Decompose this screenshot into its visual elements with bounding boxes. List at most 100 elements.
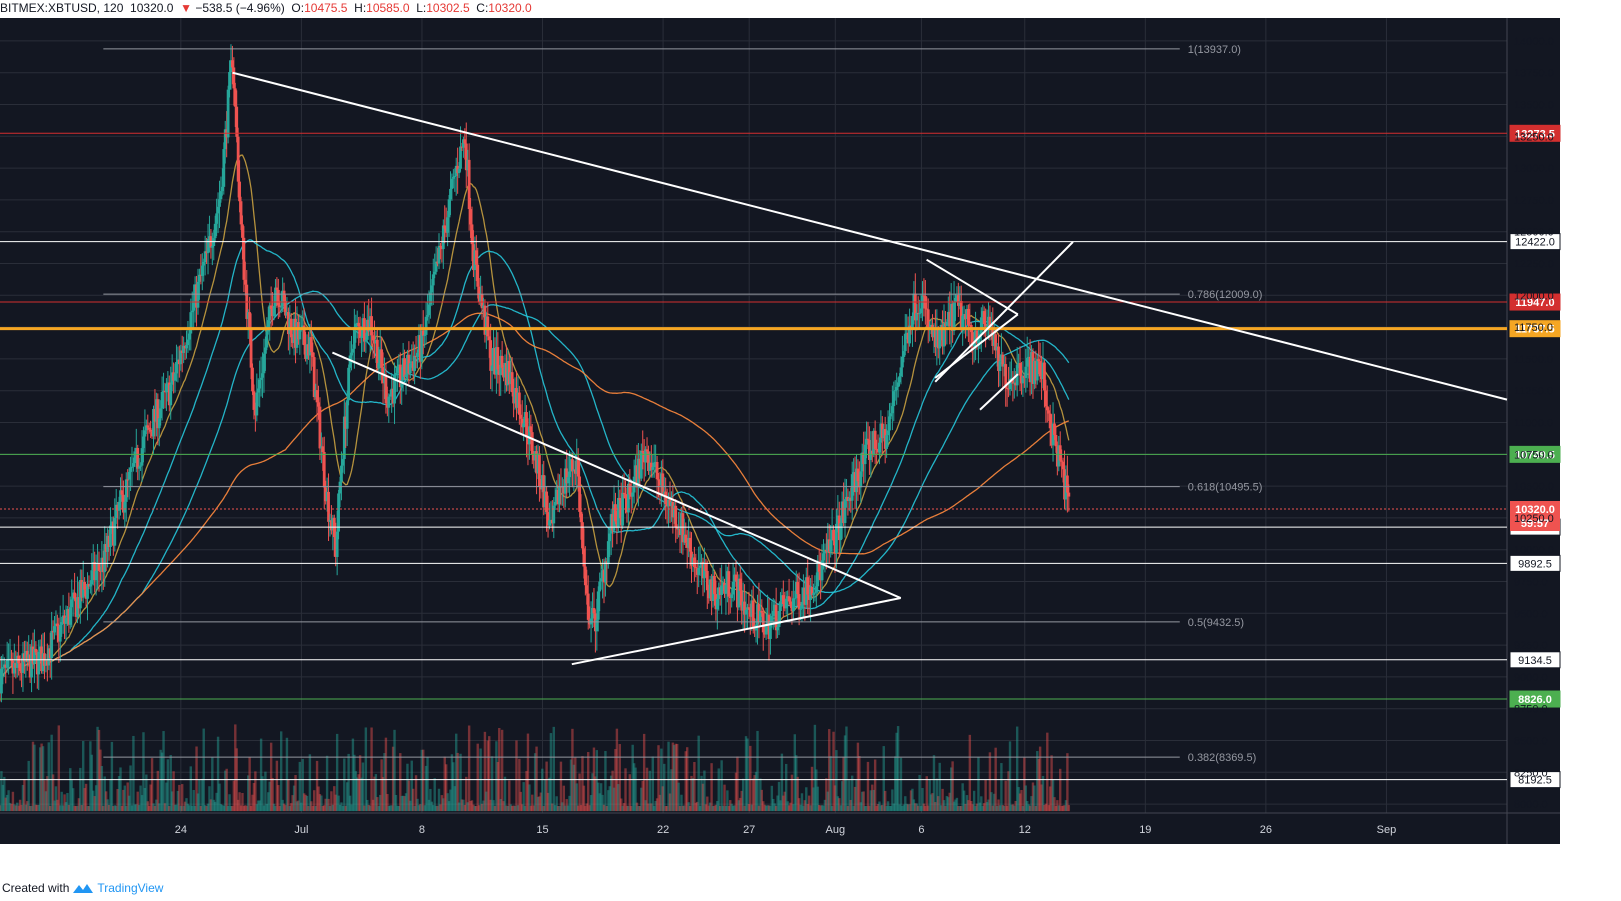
x-tick-label: 15 bbox=[536, 824, 548, 836]
plot-background[interactable] bbox=[0, 18, 1560, 844]
candle-body bbox=[195, 284, 198, 308]
volume-bar bbox=[499, 799, 502, 812]
volume-bar bbox=[249, 806, 253, 812]
candle-body bbox=[20, 671, 23, 673]
volume-bar bbox=[503, 776, 507, 812]
candle-body bbox=[606, 541, 610, 565]
volume-bar bbox=[241, 792, 244, 812]
candle-body bbox=[642, 452, 646, 463]
volume-bar bbox=[69, 768, 72, 812]
volume-bar bbox=[743, 805, 746, 812]
tradingview-link[interactable]: TradingView bbox=[97, 881, 164, 895]
volume-bar bbox=[449, 789, 452, 812]
candle-body bbox=[713, 575, 716, 595]
candle-body bbox=[341, 459, 345, 466]
price-chart[interactable]: 13273.512422.011947.011737.510749.510177… bbox=[0, 18, 1621, 844]
volume-bar bbox=[236, 799, 240, 812]
candle-body bbox=[262, 353, 266, 374]
volume-bar bbox=[984, 779, 987, 812]
volume-bar bbox=[79, 767, 82, 812]
candle-body bbox=[34, 648, 38, 653]
volume-bar bbox=[420, 749, 423, 812]
volume-bar bbox=[473, 806, 477, 812]
candle-body bbox=[982, 311, 986, 324]
candle-body bbox=[1061, 461, 1065, 470]
candle-body bbox=[598, 581, 602, 592]
candle-body bbox=[637, 458, 640, 488]
volume-bar bbox=[1023, 757, 1026, 812]
price-axis[interactable] bbox=[1560, 18, 1621, 844]
candle-body bbox=[261, 373, 264, 378]
candle-body bbox=[319, 446, 323, 449]
candle-body bbox=[1027, 356, 1031, 358]
candle-body bbox=[25, 650, 29, 662]
volume-bar bbox=[1028, 805, 1032, 812]
candle-body bbox=[27, 654, 31, 662]
volume-bar bbox=[500, 729, 504, 812]
candle-body bbox=[979, 317, 983, 334]
candle-body bbox=[616, 497, 620, 528]
volume-bar bbox=[934, 802, 937, 812]
volume-bar bbox=[747, 803, 751, 812]
candle-body bbox=[840, 501, 844, 524]
candle-body bbox=[784, 598, 788, 609]
volume-bar bbox=[719, 805, 722, 812]
volume-bar bbox=[971, 804, 974, 812]
candle-body bbox=[671, 501, 675, 518]
candle-body bbox=[543, 491, 547, 508]
volume-bar bbox=[440, 795, 444, 812]
volume-bar bbox=[100, 766, 104, 812]
candle-body bbox=[652, 462, 656, 468]
candle-body bbox=[21, 653, 25, 673]
candle-body bbox=[791, 598, 795, 612]
volume-bar bbox=[697, 735, 700, 812]
volume-bar bbox=[584, 805, 587, 812]
candle-body bbox=[756, 604, 759, 625]
candle-body bbox=[895, 387, 899, 391]
volume-bar bbox=[377, 806, 380, 812]
volume-bar bbox=[866, 761, 870, 812]
volume-bar bbox=[581, 756, 584, 812]
candle-body bbox=[898, 376, 901, 383]
candle-body bbox=[822, 553, 825, 561]
candle-body bbox=[1067, 492, 1071, 497]
volume-bar bbox=[628, 774, 632, 812]
y-tick-label: 9500.0 bbox=[1514, 608, 1548, 620]
candle-body bbox=[675, 527, 679, 530]
volume-bar bbox=[271, 777, 274, 812]
candle-body bbox=[167, 382, 171, 406]
candle-body bbox=[615, 521, 619, 528]
candle-body bbox=[447, 199, 451, 218]
volume-bar bbox=[668, 793, 672, 812]
candle-body bbox=[497, 369, 501, 375]
candle-body bbox=[820, 560, 824, 581]
candle-body bbox=[374, 339, 378, 344]
y-tick-label: 10000.0 bbox=[1514, 545, 1554, 557]
volume-bar bbox=[324, 798, 327, 812]
candle-body bbox=[966, 308, 970, 325]
candle-body bbox=[4, 664, 8, 668]
candle-body bbox=[185, 345, 188, 349]
volume-bar bbox=[427, 799, 431, 812]
candle-body bbox=[701, 561, 705, 579]
volume-bar bbox=[569, 759, 573, 812]
volume-bar bbox=[1037, 758, 1040, 812]
candle-body bbox=[427, 304, 431, 316]
candle-body bbox=[591, 607, 594, 619]
candle-body bbox=[74, 597, 78, 617]
volume-bar bbox=[1051, 779, 1055, 812]
volume-bar bbox=[371, 799, 375, 812]
candle-body bbox=[763, 632, 767, 635]
candle-body bbox=[602, 570, 606, 583]
candle-body bbox=[912, 293, 916, 316]
candle-body bbox=[15, 655, 19, 668]
volume-bar bbox=[810, 766, 814, 812]
change-value: −538.5 (−4.96%) bbox=[195, 1, 285, 15]
volume-bar bbox=[1056, 800, 1059, 812]
candle-body bbox=[258, 379, 262, 389]
candle-body bbox=[592, 607, 596, 614]
volume-bar bbox=[199, 806, 203, 812]
volume-bar bbox=[73, 805, 76, 812]
candle-body bbox=[892, 391, 896, 407]
volume-bar bbox=[813, 724, 817, 812]
